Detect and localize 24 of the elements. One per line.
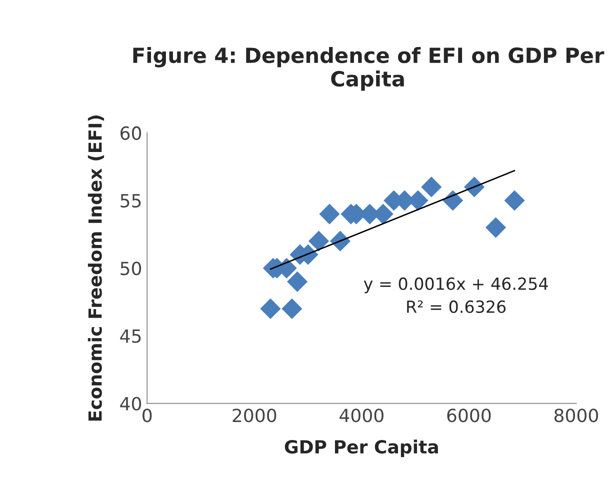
point	[421, 176, 442, 198]
point	[308, 230, 330, 252]
point	[260, 298, 281, 320]
x-tick-label: 4000	[340, 408, 384, 422]
y-axis-title: Economic Freedom Index (EFI)	[88, 116, 104, 421]
point	[442, 190, 464, 211]
y-tick-label: 60	[120, 126, 142, 140]
x-tick-label: 0	[142, 408, 152, 422]
annotation: R² = 0.6326	[407, 300, 506, 314]
x-tick-label: 6000	[447, 408, 491, 422]
point	[319, 204, 340, 224]
y-tick-label: 40	[120, 396, 142, 411]
x-tick-label: 8000	[554, 408, 598, 422]
y-tick-label: 50	[120, 262, 142, 276]
point	[282, 298, 302, 320]
y-tick-label: 45	[120, 329, 141, 343]
x-tick-label: 2000	[232, 408, 276, 422]
point	[287, 271, 308, 292]
point	[485, 217, 506, 238]
chart-title: Figure 4: Dependence of EFI on GDP Per Capita	[133, 47, 604, 91]
y-tick-label: 55	[120, 194, 141, 208]
annotation: y = 0.0016x + 46.254	[364, 277, 548, 294]
point	[504, 190, 525, 211]
x-axis-title: GDP Per Capita	[284, 440, 438, 458]
